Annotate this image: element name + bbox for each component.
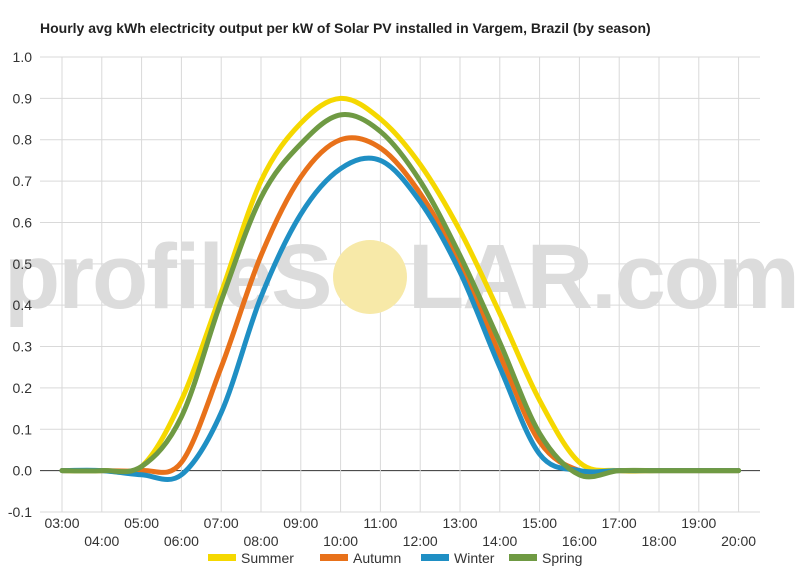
x-tick-label: 10:00: [323, 533, 358, 549]
x-tick-label: 11:00: [363, 515, 397, 531]
legend-swatch-winter: [421, 554, 449, 561]
x-tick-label: 15:00: [522, 515, 557, 531]
y-tick-label: 0.0: [13, 463, 33, 479]
legend-label-spring: Spring: [542, 550, 582, 566]
x-tick-label: 07:00: [204, 515, 239, 531]
legend-label-autumn: Autumn: [353, 550, 401, 566]
y-tick-label: 0.9: [13, 90, 33, 106]
y-tick-label: 0.4: [13, 297, 33, 313]
x-tick-label: 03:00: [44, 515, 79, 531]
x-tick-label: 20:00: [721, 533, 756, 549]
y-tick-label: 0.3: [13, 339, 33, 355]
legend-swatch-spring: [509, 554, 537, 561]
y-axis-ticks: 1.0 0.9 0.8 0.7 0.6 0.5 0.4 0.3 0.2 0.1 0.0 -0.1: [8, 49, 32, 520]
x-tick-label: 05:00: [124, 515, 159, 531]
y-tick-label: 1.0: [13, 49, 33, 65]
x-tick-label: 14:00: [482, 533, 517, 549]
legend-label-winter: Winter: [454, 550, 495, 566]
legend-label-summer: Summer: [241, 550, 294, 566]
x-tick-label: 06:00: [164, 533, 199, 549]
x-tick-label: 19:00: [681, 515, 716, 531]
x-tick-label: 18:00: [641, 533, 676, 549]
y-tick-label: 0.5: [13, 256, 33, 272]
x-tick-label: 09:00: [283, 515, 318, 531]
watermark-text-left: profileS: [4, 226, 330, 328]
chart-title: Hourly avg kWh electricity output per kW…: [40, 20, 651, 36]
series-lines: [59, 95, 742, 483]
legend: Summer Autumn Winter Spring: [208, 550, 582, 566]
watermark-sun: [333, 240, 407, 314]
y-tick-label: 0.2: [13, 380, 33, 396]
y-tick-label: 0.7: [13, 173, 33, 189]
x-tick-label: 12:00: [403, 533, 438, 549]
legend-swatch-autumn: [320, 554, 348, 561]
watermark: profileS LAR.com: [4, 226, 800, 328]
x-tick-label: 13:00: [442, 515, 477, 531]
x-tick-label: 16:00: [562, 533, 597, 549]
x-tick-label: 04:00: [84, 533, 119, 549]
y-tick-label: 0.6: [13, 214, 33, 230]
watermark-text-right: LAR.com: [408, 226, 798, 328]
legend-swatch-summer: [208, 554, 236, 561]
x-tick-label: 17:00: [602, 515, 637, 531]
y-tick-label: 0.8: [13, 132, 33, 148]
series-line-spring: [59, 112, 742, 480]
y-tick-label: -0.1: [8, 504, 32, 520]
y-tick-label: 0.1: [13, 421, 33, 437]
x-tick-label: 08:00: [243, 533, 278, 549]
